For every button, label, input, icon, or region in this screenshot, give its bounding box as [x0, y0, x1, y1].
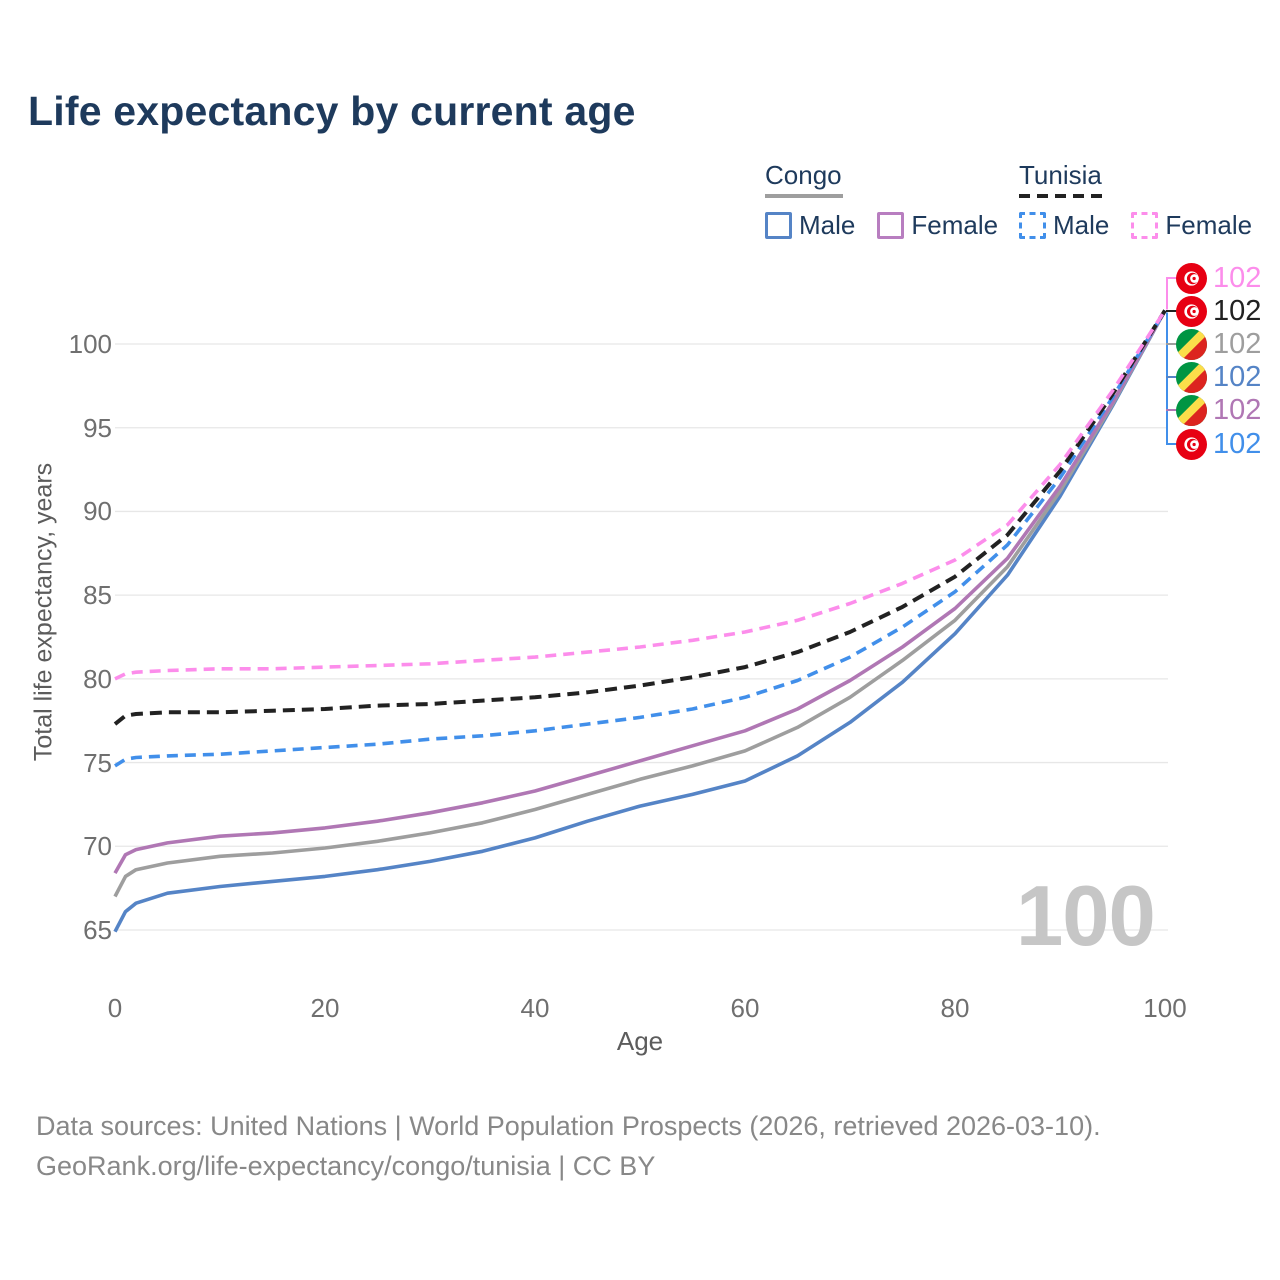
chart-footer: Data sources: United Nations | World Pop…: [36, 1106, 1101, 1186]
end-label-value: 102: [1213, 295, 1262, 327]
end-label-row: 102: [1176, 361, 1261, 393]
data-source-line: Data sources: United Nations | World Pop…: [36, 1111, 1101, 1141]
x-axis-title: Age: [616, 1026, 664, 1056]
end-label-value: 102: [1213, 262, 1262, 294]
tunisia-male-label: Male: [1053, 210, 1110, 240]
congo-flag-icon: [1176, 328, 1207, 360]
x-tick-40: 40: [520, 993, 550, 1023]
x-tick-60: 60: [730, 993, 760, 1023]
x-tick-80: 80: [940, 993, 970, 1023]
tunisia-line-style-swatch: [1019, 194, 1107, 198]
tunisia-female-label: Female: [1165, 210, 1253, 240]
congo-line-style-swatch: [765, 194, 843, 198]
series-line-congo-female: [113, 309, 1167, 874]
congo-flag-icon: [1176, 394, 1207, 426]
end-label-value: 102: [1213, 428, 1262, 460]
y-tick-70: 70: [83, 831, 112, 862]
series-line-tunisia-male: [114, 309, 1167, 768]
tunisia-flag-icon: [1176, 262, 1207, 294]
attribution-line: GeoRank.org/life-expectancy/congo/tunisi…: [36, 1151, 656, 1181]
tunisia-male-swatch[interactable]: [1019, 212, 1046, 239]
end-label-row: 102: [1176, 394, 1261, 426]
congo-female-label: Female: [911, 210, 999, 240]
tunisia-flag-icon: [1176, 295, 1207, 327]
x-tick-0: 0: [107, 993, 123, 1023]
series-line-congo-both: [113, 309, 1167, 898]
legend-group-congo: Congo Male Female: [765, 160, 1020, 241]
age-watermark: 100: [1016, 869, 1156, 964]
congo-male-label: Male: [799, 210, 856, 240]
end-label-row: 102: [1176, 295, 1261, 327]
legend-group-tunisia: Tunisia Male Female: [1019, 160, 1274, 241]
end-label-value: 102: [1213, 361, 1262, 393]
series-line-tunisia-both: [113, 309, 1167, 726]
y-tick-90: 90: [83, 496, 112, 527]
end-label-row: 102: [1176, 262, 1261, 294]
x-tick-100: 100: [1143, 993, 1187, 1023]
tunisia-female-swatch[interactable]: [1131, 212, 1159, 239]
legend-country-tunisia: Tunisia: [1019, 160, 1102, 190]
series-line-tunisia-female: [114, 309, 1167, 681]
y-tick-100: 100: [68, 329, 112, 359]
end-label-row: 102: [1176, 328, 1261, 360]
series-line-congo-male: [113, 309, 1167, 933]
y-tick-80: 80: [83, 663, 112, 694]
congo-male-swatch[interactable]: [765, 212, 792, 239]
congo-female-swatch[interactable]: [877, 212, 905, 239]
page-title: Life expectancy by current age: [28, 88, 636, 134]
end-label-value: 102: [1213, 394, 1262, 426]
congo-flag-icon: [1176, 361, 1207, 393]
x-tick-20: 20: [310, 993, 340, 1023]
tunisia-flag-icon: [1176, 428, 1207, 460]
y-tick-65: 65: [83, 915, 112, 945]
y-tick-75: 75: [83, 747, 112, 778]
end-label-value: 102: [1213, 328, 1262, 360]
legend-country-congo: Congo: [765, 160, 842, 190]
end-label-row: 102: [1176, 428, 1261, 460]
y-tick-95: 95: [83, 412, 112, 443]
y-tick-85: 85: [83, 580, 112, 611]
